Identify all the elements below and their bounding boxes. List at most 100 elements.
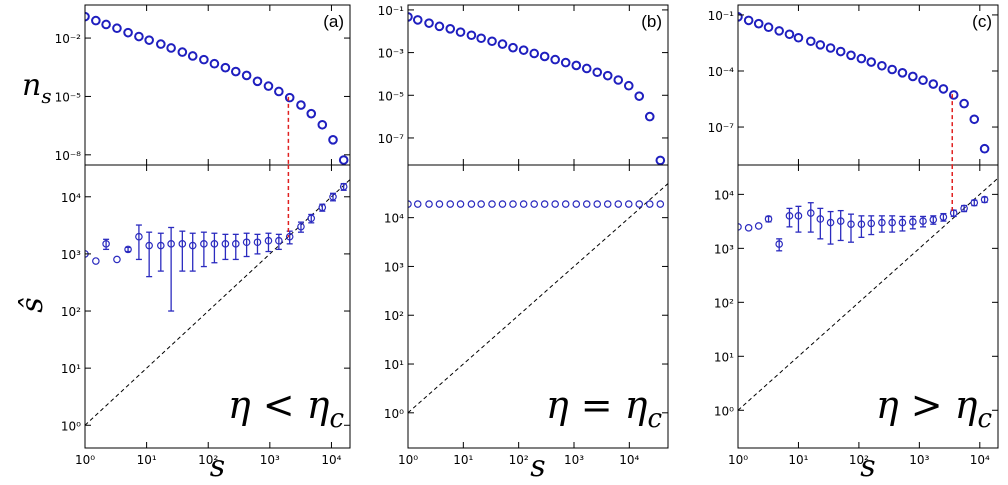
y-tick-label: 10¹ <box>384 358 404 372</box>
panel-label: (b) <box>641 12 662 31</box>
point <box>602 70 613 81</box>
point <box>551 200 559 208</box>
y-tick-label: 10⁻¹ <box>378 4 405 18</box>
y-axis-label-main: n <box>22 68 41 103</box>
y-tick-label: 10¹ <box>61 362 81 376</box>
annotation-main: η > η <box>876 383 978 427</box>
point <box>908 71 918 82</box>
point <box>263 81 274 91</box>
point <box>178 240 187 248</box>
point <box>738 223 742 231</box>
x-tick-label: 10³ <box>909 453 929 467</box>
annotation: η > ηc <box>876 383 993 434</box>
point <box>806 209 815 217</box>
point <box>209 58 220 69</box>
point <box>85 11 90 22</box>
point <box>435 200 444 208</box>
point <box>805 36 816 47</box>
point <box>199 54 209 65</box>
point <box>571 60 582 71</box>
point <box>445 24 456 34</box>
point <box>509 200 517 208</box>
x-axis-label: s <box>210 449 225 484</box>
point <box>743 15 754 26</box>
point <box>424 18 434 28</box>
plot-area <box>408 12 666 165</box>
point <box>560 57 571 68</box>
annotation-main: η = η <box>546 383 648 427</box>
point <box>156 39 166 49</box>
point <box>446 200 455 208</box>
annotation: η = ηc <box>546 383 663 434</box>
point <box>285 232 294 241</box>
point <box>938 84 949 94</box>
annotation: η < ηc <box>228 383 345 434</box>
point <box>623 80 634 91</box>
x-tick-label: 10¹ <box>137 453 157 467</box>
x-tick-label: 10⁴ <box>321 453 341 467</box>
point <box>274 86 284 97</box>
point <box>856 53 867 64</box>
point <box>784 29 795 40</box>
frame <box>84 4 351 166</box>
point <box>124 245 132 254</box>
point <box>887 64 897 75</box>
frame <box>84 164 351 449</box>
point <box>582 200 591 208</box>
annotation-main: η < η <box>228 383 330 427</box>
point <box>949 209 958 217</box>
point <box>857 220 866 229</box>
point <box>102 240 110 248</box>
point <box>825 43 836 53</box>
point <box>252 76 263 87</box>
annotation-sub: c <box>647 404 662 434</box>
point <box>572 200 581 208</box>
point <box>816 215 825 223</box>
point <box>328 135 338 145</box>
plot-area <box>738 177 998 411</box>
point <box>413 200 422 208</box>
point <box>519 200 528 208</box>
point <box>794 212 803 220</box>
point <box>836 217 845 225</box>
point <box>835 46 846 57</box>
point <box>123 27 133 38</box>
point <box>753 18 764 29</box>
point <box>815 40 826 50</box>
point <box>877 60 887 71</box>
point <box>157 241 165 250</box>
point <box>220 62 231 73</box>
point <box>425 200 433 208</box>
frame <box>407 164 669 449</box>
point <box>284 92 295 103</box>
point <box>634 91 645 101</box>
point <box>929 215 938 224</box>
x-tick-label: 10¹ <box>788 453 808 467</box>
point <box>275 236 283 245</box>
point <box>561 200 570 208</box>
point <box>909 218 917 226</box>
x-tick-label: 10⁴ <box>619 453 639 467</box>
point <box>530 200 539 208</box>
point <box>296 100 306 110</box>
point <box>846 50 856 61</box>
point <box>959 98 969 109</box>
point <box>112 23 122 34</box>
point <box>793 32 804 43</box>
y-tick-label: 10⁰ <box>61 419 81 433</box>
point <box>593 200 602 208</box>
x-tick-label: 10² <box>198 453 218 467</box>
point <box>603 200 612 208</box>
point <box>167 240 175 248</box>
point <box>338 155 349 165</box>
point <box>826 218 835 227</box>
point <box>317 119 328 130</box>
y-axis-label: ns <box>22 68 52 108</box>
point <box>645 200 654 208</box>
point <box>866 57 877 67</box>
point <box>847 220 855 229</box>
point <box>476 33 486 44</box>
point <box>230 66 241 77</box>
point <box>918 75 928 86</box>
